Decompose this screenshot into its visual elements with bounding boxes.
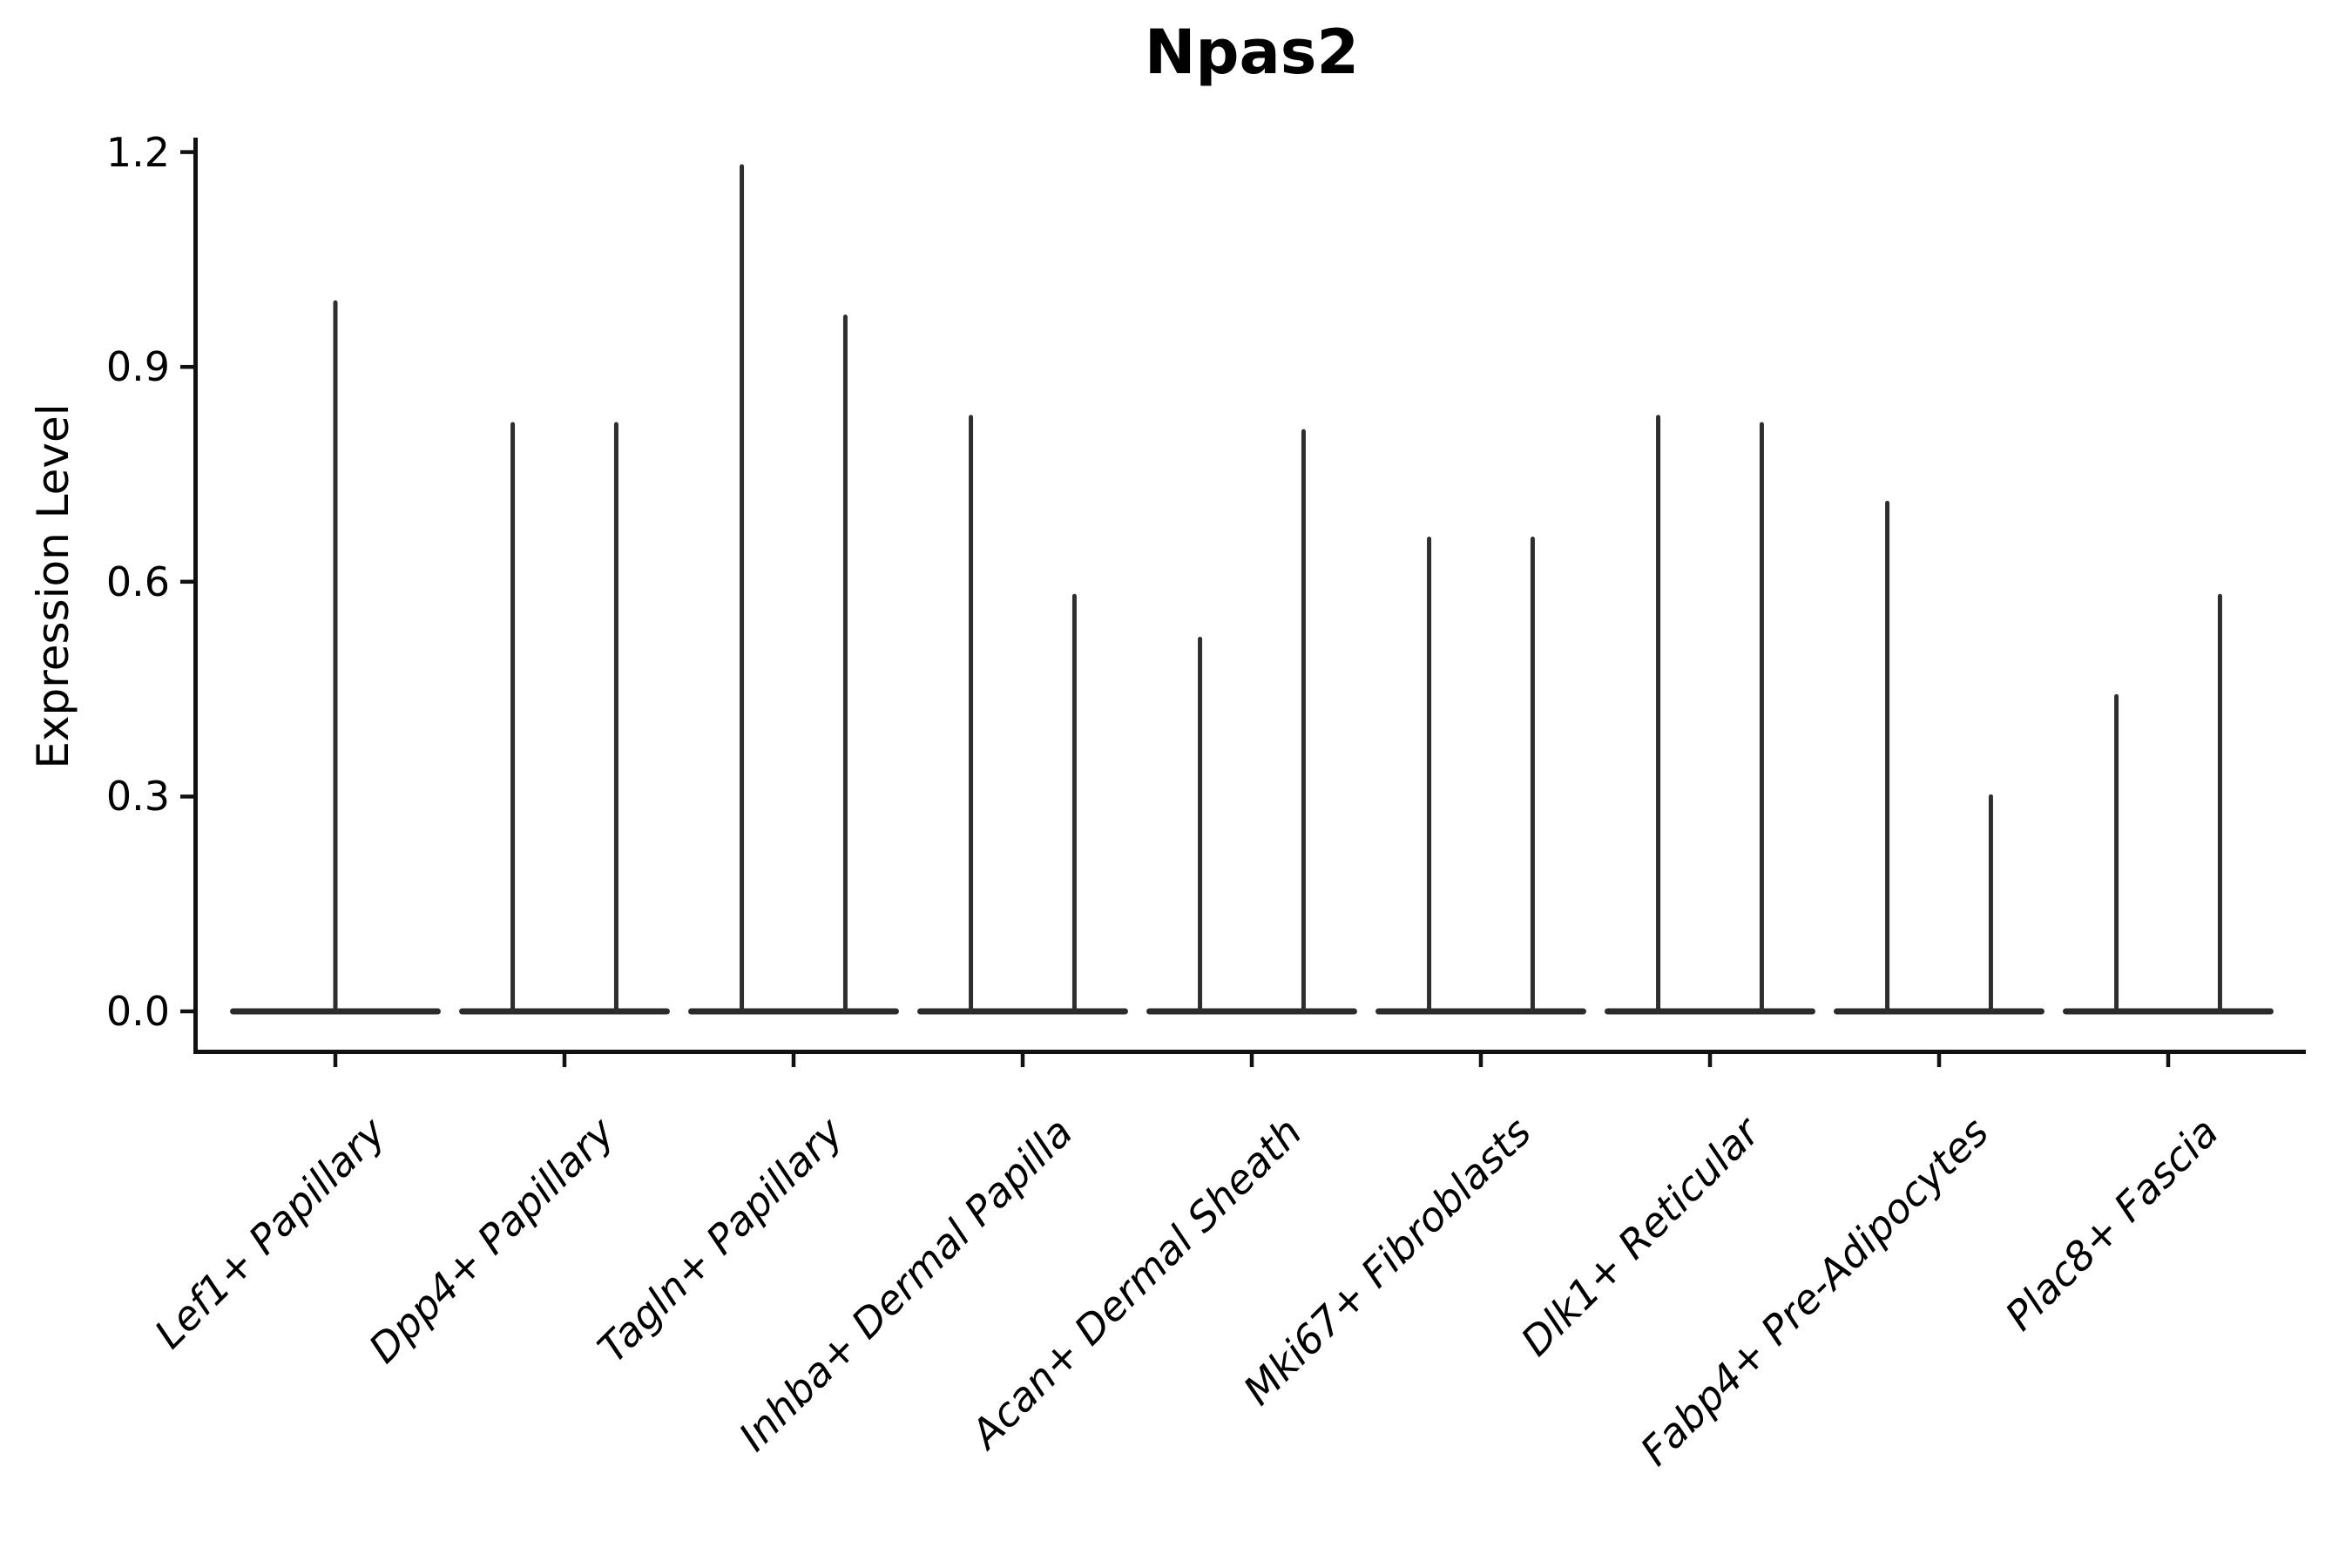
x-axis-spine — [193, 1050, 2306, 1054]
violin-body — [917, 1008, 1128, 1015]
x-tick — [1249, 1054, 1254, 1067]
violin-body — [459, 1008, 670, 1015]
x-tick — [1020, 1054, 1025, 1067]
y-tick-label: 0.0 — [105, 988, 170, 1035]
y-tick — [180, 1009, 193, 1014]
violin-body — [1375, 1008, 1586, 1015]
y-tick-label: 0.3 — [105, 773, 170, 821]
y-tick — [180, 364, 193, 369]
violin-body — [1605, 1008, 1815, 1015]
y-tick-label: 1.2 — [105, 128, 170, 176]
y-tick — [180, 579, 193, 585]
x-tick — [2166, 1054, 2171, 1067]
violin-body — [1146, 1008, 1357, 1015]
x-tick — [1478, 1054, 1484, 1067]
x-tick — [791, 1054, 796, 1067]
x-tick — [1936, 1054, 1942, 1067]
y-tick — [180, 150, 193, 154]
y-tick — [180, 794, 193, 799]
y-tick-label: 0.9 — [105, 343, 170, 391]
chart-title: Npas2 — [1144, 17, 1360, 88]
x-tick — [1707, 1054, 1713, 1067]
x-tick — [562, 1054, 567, 1067]
violin-body — [1834, 1008, 2044, 1015]
violin-body — [2063, 1008, 2274, 1015]
y-tick-label: 0.6 — [105, 558, 170, 605]
y-axis-spine — [193, 138, 198, 1054]
x-tick — [333, 1054, 338, 1067]
violin-body — [688, 1008, 899, 1015]
